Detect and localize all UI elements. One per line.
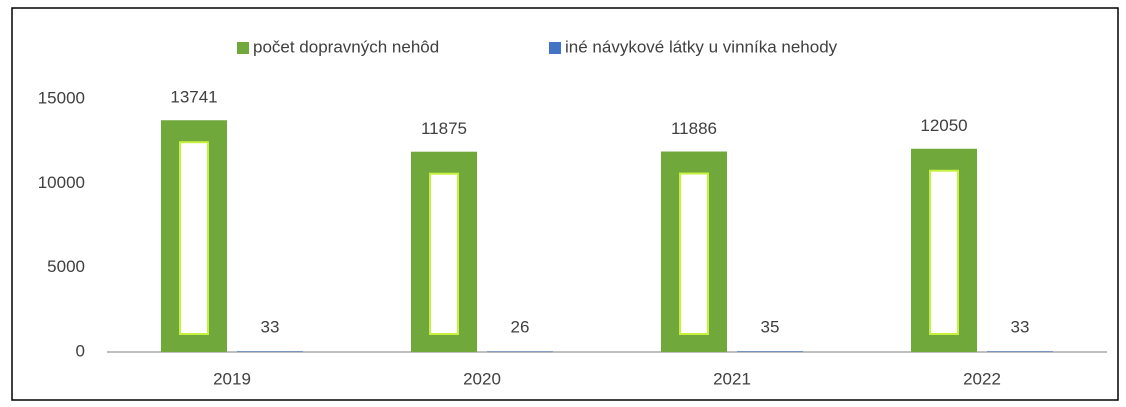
legend-swatch (549, 42, 561, 54)
chart-frame (11, 7, 1119, 401)
bar (987, 351, 1053, 352)
bar (487, 351, 553, 353)
x-tick-label: 2019 (213, 369, 251, 388)
y-tick-label: 0 (76, 341, 85, 360)
y-tick-label: 15000 (38, 88, 85, 107)
data-label: 26 (511, 317, 530, 336)
bar-inner (429, 172, 459, 335)
bar-inner (179, 141, 209, 335)
data-label: 12050 (920, 116, 967, 135)
x-tick-label: 2020 (463, 369, 501, 388)
bar (237, 351, 303, 352)
data-label: 11875 (421, 119, 467, 138)
y-tick-label: 5000 (47, 257, 85, 276)
bar-inner (679, 172, 709, 335)
bar-inner (929, 169, 959, 335)
legend-label: iné návykové látky u vinníka nehody (565, 37, 838, 56)
legend-label: počet dopravných nehôd (253, 37, 439, 56)
data-label: 13741 (170, 88, 217, 107)
legend-swatch (237, 42, 249, 54)
x-tick-label: 2021 (713, 369, 751, 388)
data-label: 35 (761, 317, 780, 336)
x-tick-label: 2022 (963, 369, 1001, 388)
bar (737, 351, 803, 352)
data-label: 11886 (671, 119, 717, 138)
data-label: 33 (261, 317, 280, 336)
data-label: 33 (1011, 317, 1030, 336)
y-tick-label: 10000 (38, 173, 85, 192)
